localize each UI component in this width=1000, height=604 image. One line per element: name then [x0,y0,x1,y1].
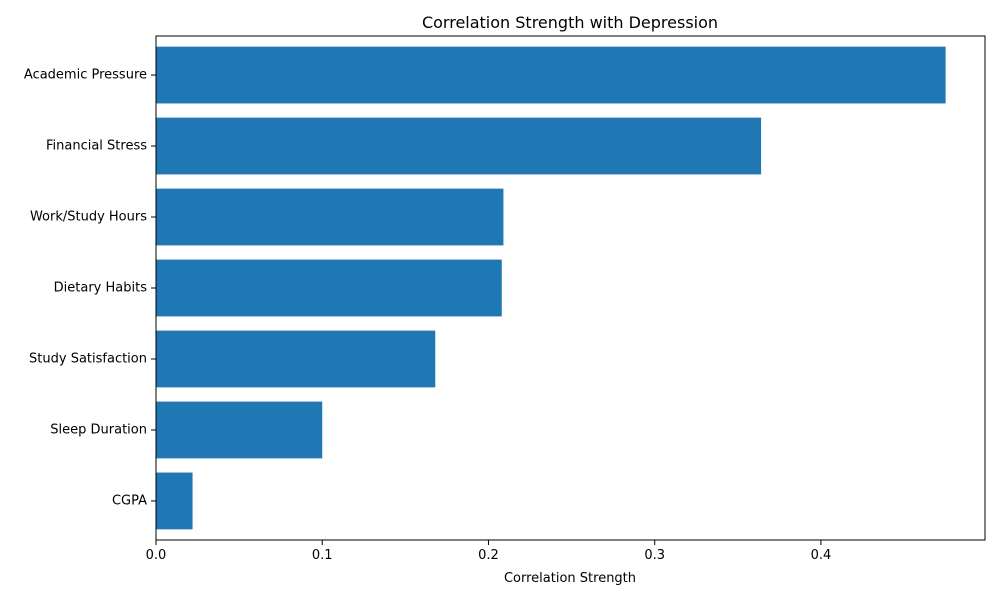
chart-title: Correlation Strength with Depression [422,13,718,32]
y-tick-label-sleep-duration: Sleep Duration [50,422,147,437]
bars-layer [156,46,946,530]
y-tick-label-study-satisfaction: Study Satisfaction [29,351,147,366]
bar-work-study-hours [156,188,504,246]
y-tick-label-dietary-habits: Dietary Habits [54,281,148,296]
plot-frame [155,35,986,541]
y-tick-label-work-study-hours: Work/Study Hours [30,210,147,225]
x-tick-label-0: 0.0 [146,548,167,563]
x-tick-label-2: 0.2 [478,548,499,563]
bar-academic-pressure [156,46,946,104]
x-axis-label: Correlation Strength [504,571,636,586]
y-tick-label-financial-stress: Financial Stress [46,139,147,154]
y-tick-label-academic-pressure: Academic Pressure [24,68,147,83]
bar-study-satisfaction [156,330,436,388]
x-tick-label-3: 0.3 [644,548,665,563]
x-tick-label-4: 0.4 [811,548,832,563]
y-tick-label-cgpa: CGPA [112,493,147,508]
bar-financial-stress [156,117,762,175]
bar-dietary-habits [156,259,502,317]
bar-sleep-duration [156,401,323,459]
axes-layer: Academic Pressure Financial Stress Work/St… [24,35,986,563]
bar-cgpa [156,472,193,530]
x-tick-label-1: 0.1 [312,548,333,563]
